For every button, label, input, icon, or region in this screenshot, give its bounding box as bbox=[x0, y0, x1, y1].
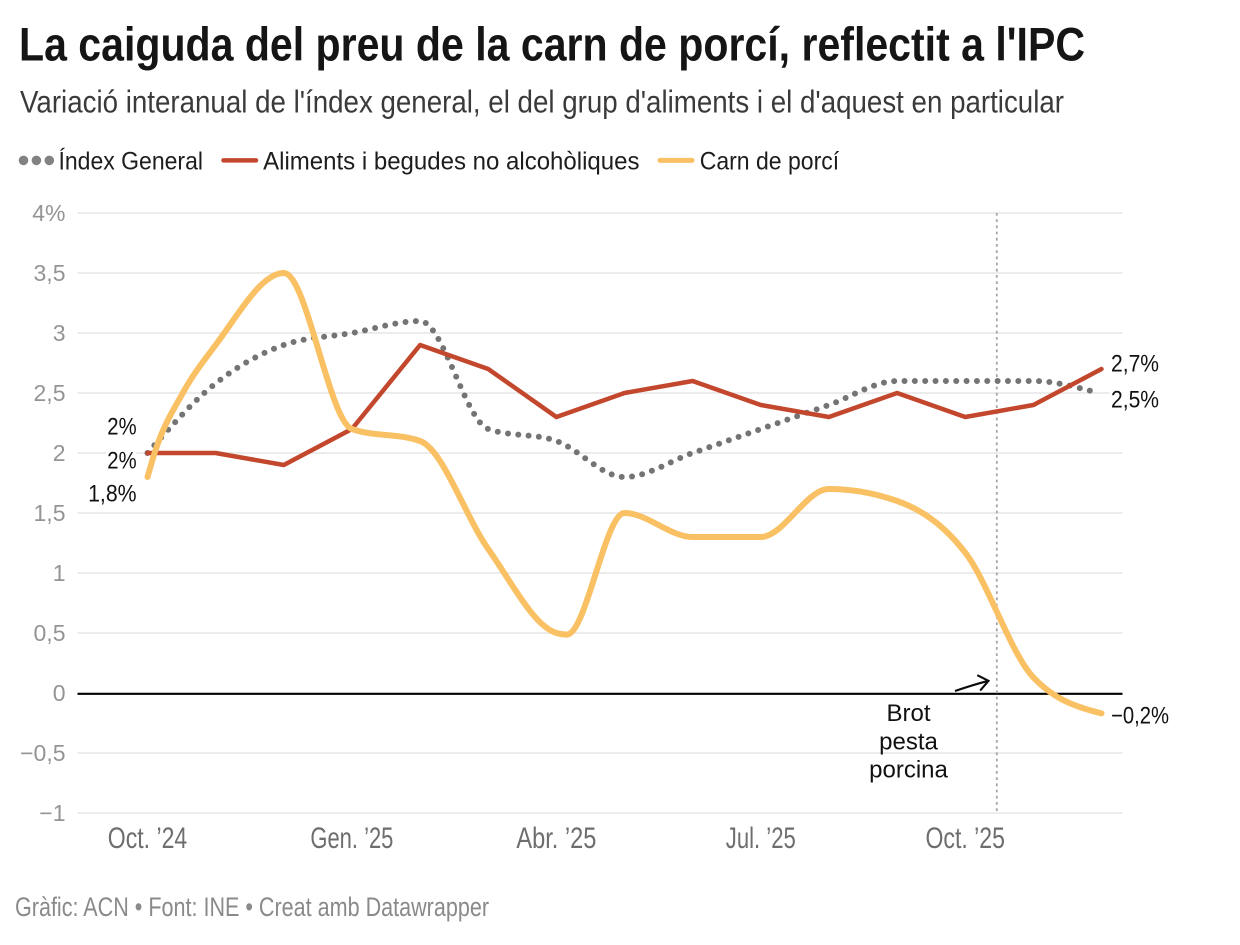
svg-text:Jul. ’25: Jul. ’25 bbox=[726, 822, 796, 855]
svg-text:0: 0 bbox=[53, 680, 66, 706]
svg-text:2,7%: 2,7% bbox=[1111, 351, 1159, 378]
svg-text:Índex General: Índex General bbox=[59, 146, 204, 175]
svg-text:3: 3 bbox=[53, 320, 66, 346]
svg-text:1: 1 bbox=[53, 560, 66, 586]
svg-text:2,5%: 2,5% bbox=[1111, 387, 1159, 414]
svg-text:2,5: 2,5 bbox=[34, 380, 66, 406]
svg-text:Gen. ’25: Gen. ’25 bbox=[310, 822, 393, 855]
svg-text:2%: 2% bbox=[107, 448, 136, 475]
svg-text:2: 2 bbox=[53, 440, 66, 466]
svg-text:La caiguda del preu de la carn: La caiguda del preu de la carn de porcí,… bbox=[19, 18, 1085, 71]
svg-text:1,5: 1,5 bbox=[34, 500, 66, 526]
svg-text:Carn de porcí: Carn de porcí bbox=[700, 147, 840, 175]
svg-text:−0,2%: −0,2% bbox=[1111, 703, 1169, 730]
svg-text:2%: 2% bbox=[107, 414, 136, 441]
svg-text:4%: 4% bbox=[32, 200, 65, 226]
svg-text:−1: −1 bbox=[39, 800, 65, 826]
svg-text:Abr. ’25: Abr. ’25 bbox=[516, 822, 596, 855]
svg-text:−0,5: −0,5 bbox=[20, 740, 65, 766]
svg-text:1,8%: 1,8% bbox=[88, 480, 137, 507]
svg-text:3,5: 3,5 bbox=[34, 260, 66, 286]
svg-text:Variació interanual de l'índex: Variació interanual de l'índex general, … bbox=[20, 84, 1064, 120]
svg-text:porcina: porcina bbox=[869, 757, 948, 784]
svg-text:Aliments i begudes no alcohòli: Aliments i begudes no alcohòliques bbox=[263, 147, 639, 175]
svg-text:Gràfic: ACN • Font: INE • Crea: Gràfic: ACN • Font: INE • Creat amb Data… bbox=[15, 892, 489, 922]
svg-text:Oct. ’25: Oct. ’25 bbox=[926, 822, 1005, 855]
svg-text:Brot: Brot bbox=[886, 700, 930, 727]
svg-text:pesta: pesta bbox=[879, 728, 938, 755]
svg-text:Oct. ’24: Oct. ’24 bbox=[108, 822, 187, 855]
svg-text:0,5: 0,5 bbox=[34, 620, 66, 646]
